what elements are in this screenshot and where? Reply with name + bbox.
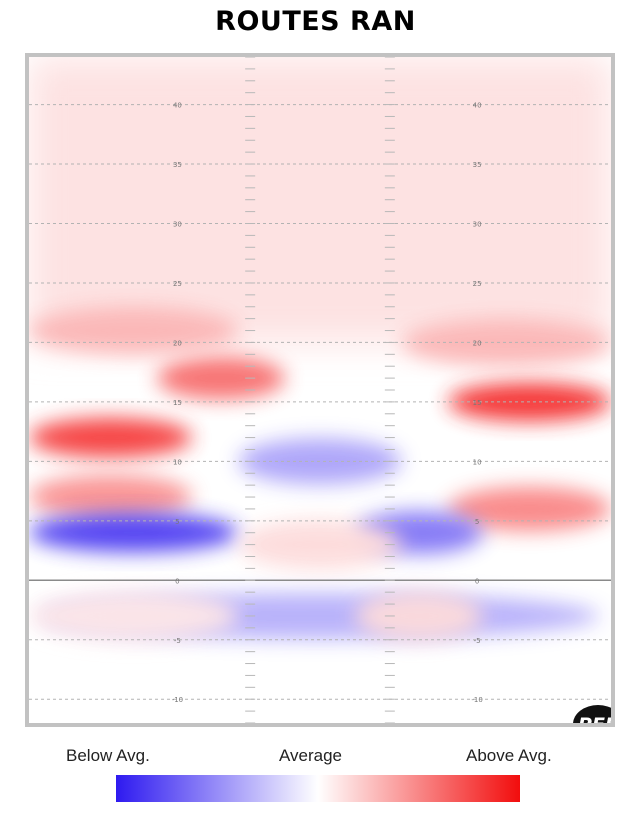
- legend-colorbar: [116, 775, 520, 802]
- legend-above-label: Above Avg.: [466, 746, 552, 765]
- logo-text: PFF: [578, 714, 615, 727]
- heat-layer: [29, 57, 611, 723]
- ytick-label-right-9: -5: [474, 637, 481, 645]
- heat-region-12: [29, 590, 239, 642]
- ytick-label-right-10: -10: [471, 696, 482, 704]
- ytick-label-right-3: 25: [473, 280, 482, 288]
- ytick-label-right-0: 40: [473, 102, 482, 110]
- chart-title: ROUTES RAN: [215, 6, 416, 37]
- heatmap-field: 40 40 35 35 30 30 25 25 20 20 15 15 10 10 5 5 0 0 -5 -5 -10 -…: [25, 53, 615, 727]
- heat-region-13: [354, 591, 483, 641]
- ytick-label-left-6: 10: [173, 458, 182, 466]
- ytick-label-right-2: 30: [473, 221, 482, 229]
- ytick-label-right-1: 35: [473, 161, 482, 169]
- heat-region-7: [29, 513, 239, 553]
- heat-region-5: [29, 306, 239, 355]
- ytick-label-left-1: 35: [173, 161, 182, 169]
- ytick-label-right-5: 15: [473, 399, 482, 407]
- legend-below-label: Below Avg.: [66, 746, 150, 765]
- ytick-label-left-4: 20: [173, 339, 182, 347]
- pff-logo-icon: PFF: [572, 704, 615, 727]
- heat-region-6: [401, 318, 611, 367]
- heat-region-4: [29, 474, 192, 520]
- tick-layer: 40 40 35 35 30 30 25 25 20 20 15 15 10 10 5 5 0 0 -5 -5 -10 -…: [172, 102, 483, 705]
- ytick-label-left-0: 40: [173, 102, 182, 110]
- ytick-label-right-8: 0: [475, 577, 479, 585]
- ytick-label-right-6: 10: [473, 458, 482, 466]
- ytick-label-right-4: 20: [473, 339, 482, 347]
- ytick-label-right-7: 5: [475, 518, 479, 526]
- ytick-label-left-5: 15: [173, 399, 182, 407]
- grid-layer: [29, 57, 611, 723]
- ytick-label-left-2: 30: [173, 221, 182, 229]
- heat-region-11: [238, 519, 402, 570]
- ytick-label-left-8: 0: [175, 577, 179, 585]
- heat-tint-deep: [29, 57, 611, 343]
- ytick-label-left-9: -5: [174, 637, 181, 645]
- ytick-label-left-3: 25: [173, 280, 182, 288]
- legend-average-label: Average: [279, 746, 343, 765]
- heatmap-svg: 40 40 35 35 30 30 25 25 20 20 15 15 10 10 5 5 0 0 -5 -5 -10 -…: [29, 57, 611, 723]
- heat-region-0: [29, 417, 192, 458]
- heat-region-3: [448, 486, 611, 532]
- heat-region-2: [157, 356, 286, 400]
- ytick-label-left-7: 5: [175, 518, 179, 526]
- ytick-label-left-10: -10: [172, 696, 183, 704]
